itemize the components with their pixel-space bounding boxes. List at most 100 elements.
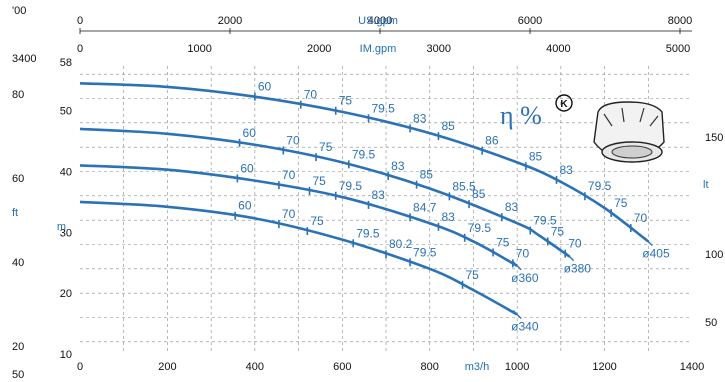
curve-end-mark	[512, 261, 522, 271]
im-gpm-tick-label: 2000	[307, 43, 331, 55]
efficiency-label: 60	[243, 126, 257, 140]
y-tick-label: 20	[60, 288, 72, 300]
axes: 0 200 400 600 800 1000 1200 1400m3/h10203040505…	[12, 5, 723, 381]
y-tick-label: 30	[60, 227, 72, 239]
efficiency-label: 70	[304, 88, 318, 102]
ft-axis-label: 20	[12, 341, 24, 353]
lt-tick-label: 100	[705, 249, 723, 261]
efficiency-label: 70	[516, 246, 530, 260]
us-gpm-tick-label: 8000	[668, 15, 692, 27]
us-gpm-tick-label: 4000	[368, 15, 392, 27]
x-tick-label: 400	[246, 361, 264, 373]
us-gpm-tick-label: 2000	[218, 15, 242, 27]
ft-axis-label: '00	[12, 5, 26, 17]
head-curve-ø405	[79, 81, 650, 243]
diameter-label-ø380: ø380	[564, 262, 592, 276]
efficiency-label: 83	[413, 111, 427, 125]
y-tick-label: 10	[60, 349, 72, 361]
efficiency-label: 70	[634, 211, 648, 225]
efficiency-label: 79.5	[352, 147, 376, 161]
efficiency-label: 60	[258, 80, 272, 94]
badge-k: K	[555, 94, 573, 112]
x-tick-label: 1200	[592, 361, 616, 373]
efficiency-label: 75	[319, 140, 333, 154]
x-axis-label: m3/h	[465, 361, 489, 373]
efficiency-label: 79.5	[339, 179, 363, 193]
efficiency-label: 75	[313, 174, 327, 188]
x-tick-label: 600	[333, 361, 351, 373]
efficiency-label: 79.5	[533, 214, 557, 228]
efficiency-label: 75	[496, 235, 510, 249]
diameter-label-ø405: ø405	[642, 246, 670, 260]
x-tick-label: 0	[77, 361, 83, 373]
ft-axis-label: ft	[12, 207, 18, 219]
efficiency-label: 85	[529, 149, 543, 163]
badge-k-label: K	[560, 99, 568, 110]
y-tick-label: 58	[60, 57, 72, 69]
efficiency-label: 60	[240, 161, 254, 175]
y-axis-label: m	[57, 221, 66, 233]
efficiency-symbol: η %	[500, 101, 542, 130]
ft-axis-label: 80	[12, 89, 24, 101]
im-gpm-tick-label: 0	[77, 43, 83, 55]
curve-end-mark	[565, 252, 575, 262]
x-tick-label: 200	[158, 361, 176, 373]
im-gpm-tick-label: 3000	[427, 43, 451, 55]
efficiency-label: 83	[559, 163, 573, 177]
efficiency-label: 84.7	[413, 200, 437, 214]
lt-tick-label: 150	[705, 132, 723, 144]
efficiency-label: 75	[614, 196, 628, 210]
curve-end-mark	[512, 309, 522, 319]
us-gpm-label: US.gpm	[358, 15, 398, 27]
efficiency-label: 85.5	[452, 179, 476, 193]
efficiency-label: 83	[372, 188, 386, 202]
im-gpm-tick-label: 1000	[187, 43, 211, 55]
head-curve-ø360	[79, 164, 518, 267]
im-gpm-tick-label: 5000	[666, 43, 690, 55]
efficiency-label: 83	[505, 200, 519, 214]
efficiency-label: 85	[472, 187, 486, 201]
ft-axis-label: 3400	[12, 53, 36, 65]
efficiency-label: 70	[282, 207, 296, 221]
efficiency-label: 70	[286, 133, 300, 147]
efficiency-label: 79.5	[468, 221, 492, 235]
ft-axis-label: 50	[12, 369, 24, 381]
impeller-image	[593, 101, 665, 163]
head-curves	[79, 81, 653, 319]
ft-axis-label: 40	[12, 257, 24, 269]
us-gpm-tick-label: 0	[77, 15, 83, 27]
efficiency-label: 60	[238, 199, 252, 213]
x-tick-label: 1400	[680, 361, 704, 373]
diameter-label-ø340: ø340	[511, 319, 539, 333]
curve-end-mark	[643, 236, 653, 246]
efficiency-label: 85	[420, 168, 434, 182]
us-gpm-tick-label: 6000	[518, 15, 542, 27]
lt-axis-label: lt	[703, 179, 709, 191]
x-tick-label: 800	[421, 361, 439, 373]
efficiency-label: 83	[391, 159, 405, 173]
efficiency-label: 80.2	[389, 237, 413, 251]
efficiency-label: 79.5	[372, 101, 396, 115]
lt-tick-label: 50	[705, 317, 717, 329]
y-tick-label: 50	[60, 106, 72, 118]
efficiency-label: 75	[551, 224, 565, 238]
efficiency-label: 75	[339, 94, 353, 108]
efficiency-label: 79.5	[356, 226, 380, 240]
diameter-label-ø360: ø360	[511, 271, 539, 285]
efficiency-label: 79.5	[413, 245, 437, 259]
efficiency-label: 75	[466, 268, 480, 282]
efficiency-label: 85	[441, 119, 455, 133]
y-tick-label: 40	[60, 167, 72, 179]
efficiency-label: 70	[282, 168, 296, 182]
ft-axis-label: 60	[12, 173, 24, 185]
efficiency-label: 79.5	[588, 179, 612, 193]
im-gpm-label: IM.gpm	[360, 43, 397, 55]
efficiency-label: 70	[568, 237, 582, 251]
x-tick-label: 1000	[505, 361, 529, 373]
head-curve-ø340	[79, 200, 518, 316]
efficiency-label: 75	[310, 214, 324, 228]
efficiency-label: 86	[485, 134, 499, 148]
im-gpm-tick-label: 4000	[546, 43, 570, 55]
